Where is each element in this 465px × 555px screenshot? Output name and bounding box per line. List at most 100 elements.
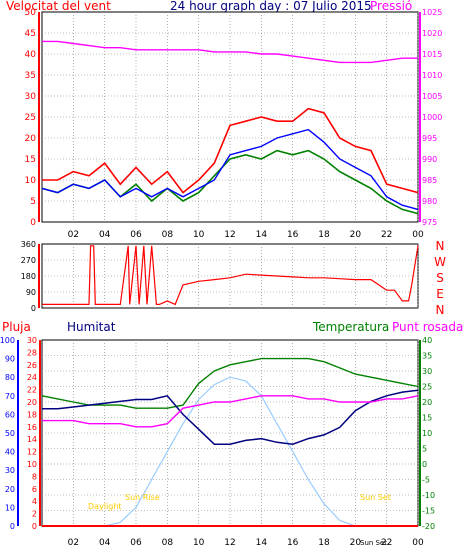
wind-axis-tick: 30 [25,92,37,102]
x-tick-label: 20 [350,230,362,240]
x-tick-label: 16 [287,230,299,240]
pressure-axis-tick: 1025 [422,8,442,17]
x-tick-label: 06 [130,538,142,548]
x-tick-label: 04 [99,538,111,548]
temperature-axis-tick: 15 [422,414,432,423]
x-tick-label: 12 [224,230,235,240]
humidity-series [42,389,419,445]
x-tick-label: 22 [381,230,392,240]
x-tick-label: 06 [130,230,142,240]
x-tick-label: 20 [350,538,362,548]
x-tick-label: 00 [412,538,424,548]
x-tick-label: 02 [68,230,79,240]
humidity-axis-tick: 6 [32,485,37,494]
wind-gust-series [42,107,419,194]
pressure-axis-tick: 975 [422,218,437,227]
x-tick-label: 14 [256,230,268,240]
wind-axis-tick: 20 [25,134,37,144]
wind-axis-tick: 45 [25,29,36,39]
rain-axis-tick: 70 [5,392,15,401]
direction-axis-tick: 270 [21,256,36,265]
direction-letter: N [436,303,445,317]
humidity-axis-tick: 4 [32,497,37,506]
temperature-axis-tick: 30 [422,367,432,376]
humidity-label: Humitat [67,320,116,334]
humidity-axis-tick: 10 [27,460,37,469]
temperature-axis-tick: 5 [422,445,427,454]
rain-axis-tick: 0 [10,522,15,531]
x-tick-label: 18 [318,538,330,548]
rain-axis-tick: 80 [5,373,15,382]
temperature-axis-tick: 25 [422,383,432,392]
x-tick-label: 08 [162,538,174,548]
pressure-series [42,40,418,64]
x-tick-label: 10 [193,230,205,240]
direction-axis-tick: 0 [31,304,36,313]
humidity-axis-tick: 28 [27,348,37,357]
temperature-series [41,357,419,409]
pressure-axis-tick: 985 [422,176,437,185]
dewpoint-label: Punt rosada [392,320,463,334]
direction-axis-tick: 90 [26,288,36,297]
temperature-label: Temperatura [312,320,389,334]
x-tick-label: 00 [412,230,424,240]
direction-letter: S [436,271,444,285]
rain-axis-tick: 50 [5,429,15,438]
humidity-axis-tick: 0 [32,522,37,531]
rain-axis-tick: 90 [5,355,15,364]
humidity-axis-tick: 16 [27,423,37,432]
sun-rise-label: Sun Rise [125,493,160,502]
wind-axis-tick: 35 [25,71,36,81]
direction-axis-tick: 360 [21,240,36,249]
direction-letter: N [436,239,445,253]
pressure-axis-tick: 1005 [422,92,442,101]
dewpoint-series [42,395,419,428]
humidity-axis-tick: 20 [27,398,37,407]
rain-axis-tick: 20 [5,485,15,494]
direction-letter: E [436,287,444,301]
rain-axis-tick: 40 [5,448,15,457]
x-tick-label: 14 [256,538,268,548]
wind-axis-tick: 40 [25,50,37,60]
wind-mean-series [41,128,419,211]
temperature-axis-tick: 35 [422,352,432,361]
temperature-axis-tick: -10 [422,491,435,500]
x-tick-label: 08 [162,230,174,240]
rain-axis-tick: 100 [0,336,15,345]
pressure-axis-tick: 990 [422,155,437,164]
rain-axis-tick: 10 [5,503,15,512]
pressure-axis-tick: 980 [422,197,437,206]
graph-title: 24 hour graph day : 07 Julio 2015 [170,0,372,13]
pressure-axis-tick: 1020 [422,29,442,38]
rain-axis-tick: 30 [5,466,15,475]
sun-set-axis-label: Sun Set [360,539,387,547]
humidity-axis-tick: 18 [27,410,37,419]
humidity-axis-tick: 12 [27,448,37,457]
x-tick-label: 18 [318,230,330,240]
wind-axis-tick: 10 [25,176,37,186]
temperature-axis-tick: 40 [422,336,432,345]
x-tick-label: 16 [287,538,299,548]
temperature-axis-tick: 20 [422,398,432,407]
daylight-label: Daylight [88,502,122,511]
humidity-axis-tick: 14 [27,435,37,444]
temperature-axis-tick: 0 [422,460,427,469]
direction-letter: W [434,255,446,269]
pressure-axis-tick: 995 [422,134,437,143]
x-tick-label: 10 [193,538,205,548]
humidity-axis-tick: 2 [32,510,37,519]
humidity-axis-tick: 22 [27,386,37,395]
direction-axis-tick: 180 [21,272,36,281]
x-tick-label: 22 [381,538,392,548]
humidity-axis-tick: 26 [27,361,37,370]
wind-axis-tick: 25 [25,113,36,123]
humidity-axis-tick: 8 [32,472,37,481]
pressure-label: Pressió [370,0,413,13]
rain-label: Pluja [2,320,31,334]
temperature-axis-tick: 10 [422,429,432,438]
pressure-axis-tick: 1015 [422,50,442,59]
x-tick-label: 04 [99,230,111,240]
temperature-axis-tick: -15 [422,507,435,516]
